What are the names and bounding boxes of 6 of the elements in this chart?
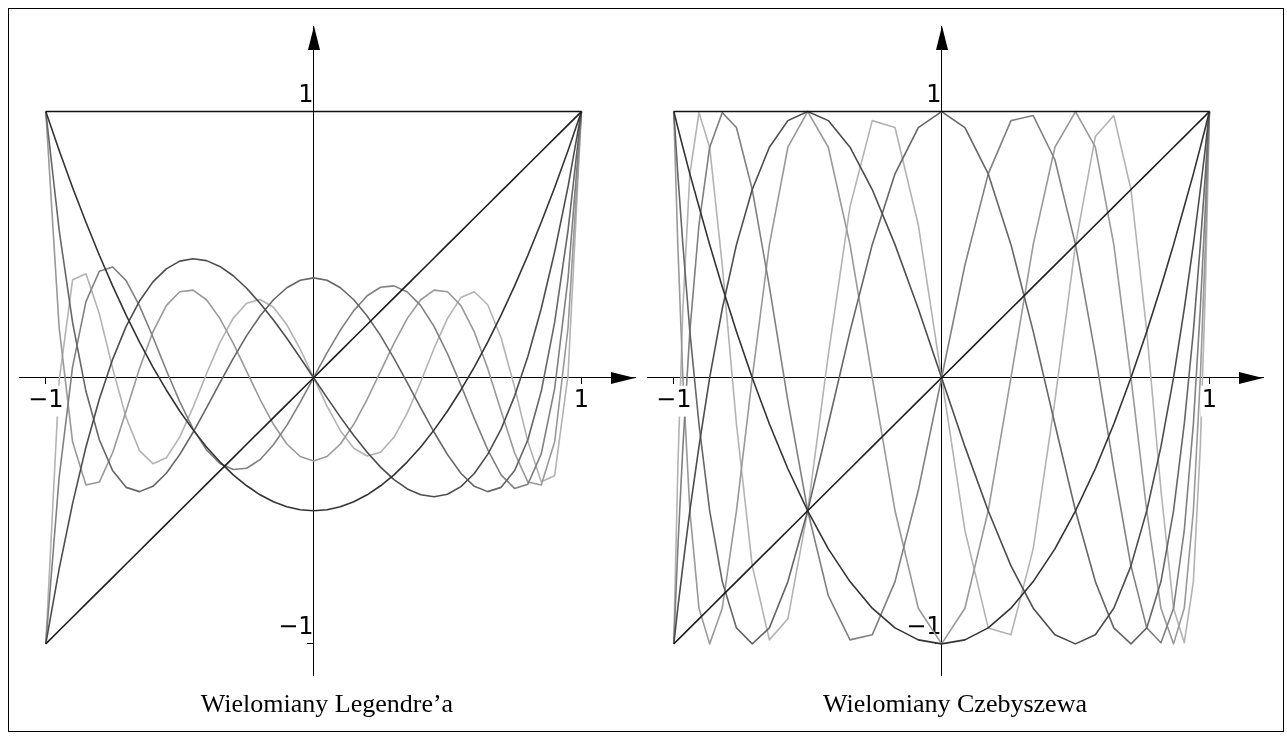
text: Wielomiany Czebyszewa xyxy=(823,689,1088,719)
x-tick-label: 1 xyxy=(1201,385,1218,414)
text: Wielomiany Legendre’a xyxy=(200,689,454,719)
x-tick-label: −1 xyxy=(28,385,64,414)
x-tick-label: 1 xyxy=(573,385,590,414)
x-tick-label: −1 xyxy=(656,385,692,414)
